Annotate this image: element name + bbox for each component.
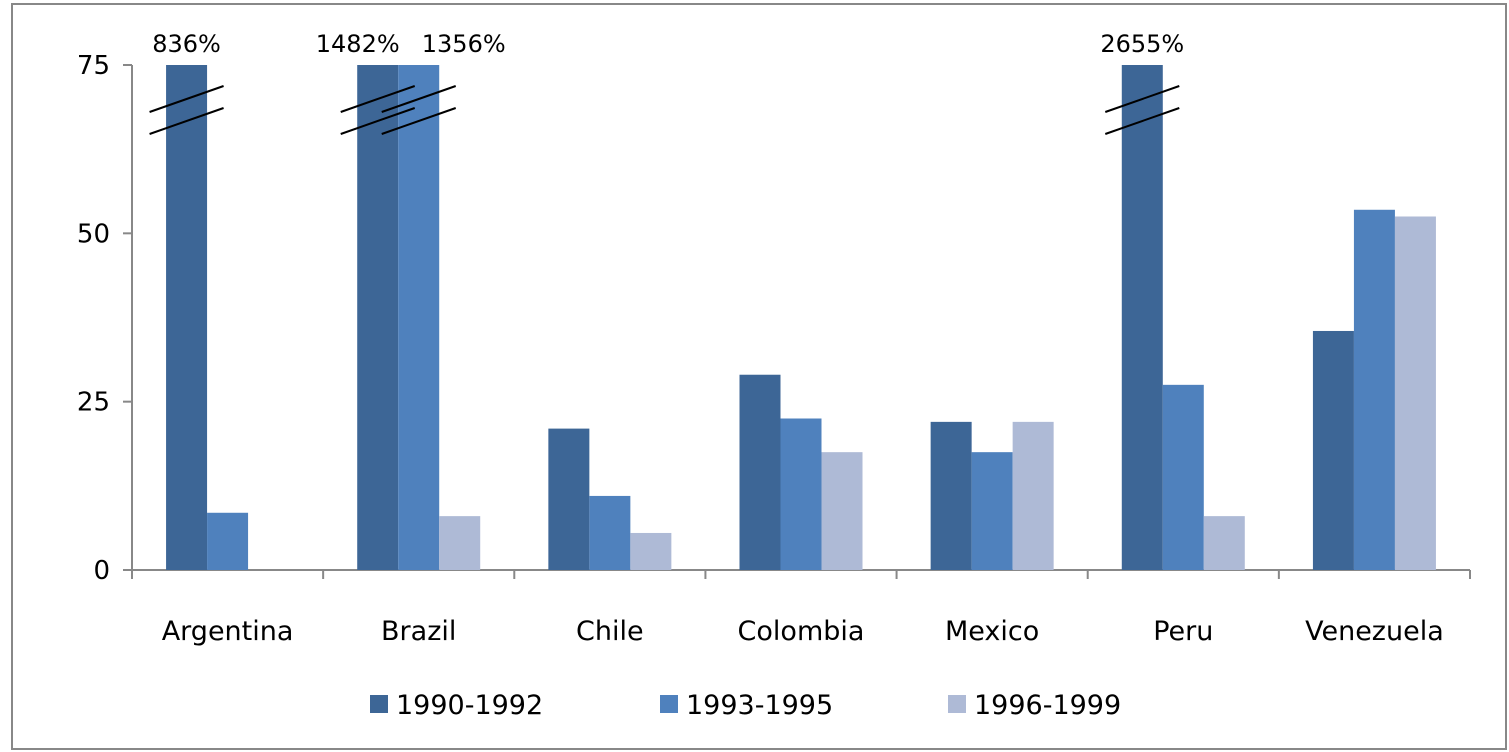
data-label: 1356% [422, 30, 506, 58]
bar [930, 421, 972, 570]
bar [1353, 209, 1395, 570]
bar [1121, 65, 1163, 570]
data-label: 836% [152, 30, 221, 58]
axis-break-mark [149, 107, 224, 135]
x-tick-label: Peru [1153, 616, 1213, 647]
data-label: 2655% [1100, 30, 1184, 58]
y-tick-label: 25 [77, 388, 110, 418]
legend-label: 1993-1995 [686, 690, 833, 721]
annotations: 836% 1482% 1356% 2655% [152, 30, 1184, 58]
tick-labels: 0 25 50 75 Argentina Brazil Chile Colombia Mexic… [77, 51, 1444, 647]
y-tick-label: 50 [77, 219, 110, 249]
x-tick-label: Brazil [381, 616, 456, 647]
axis-break-mark [381, 85, 457, 113]
bar [439, 516, 481, 570]
legend-swatch [660, 695, 678, 713]
bar [166, 65, 208, 570]
x-tick-label: Chile [576, 616, 644, 647]
y-tick-label: 0 [93, 556, 110, 586]
bar [398, 65, 440, 570]
bar [1312, 330, 1354, 570]
bar [207, 512, 249, 570]
axis-break-mark [340, 85, 416, 113]
legend: 1990-1992 1993-1995 1996-1999 [370, 690, 1121, 721]
axis-break-mark [381, 107, 457, 135]
axis-break-mark [340, 107, 416, 135]
x-tick-label: Venezuela [1305, 616, 1444, 647]
bar [780, 418, 822, 570]
bar [971, 452, 1013, 570]
bar [1162, 384, 1204, 570]
bar [1394, 216, 1436, 570]
y-tick-label: 75 [77, 51, 110, 81]
axis-break-mark [1104, 107, 1180, 135]
bar [739, 374, 781, 570]
axis-breaks [149, 85, 1180, 135]
bar [589, 495, 631, 570]
x-tick-label: Argentina [162, 616, 294, 647]
bar [821, 452, 863, 570]
x-tick-label: Mexico [945, 616, 1039, 647]
bar [548, 428, 590, 570]
legend-swatch [948, 695, 966, 713]
bar [630, 532, 672, 570]
legend-label: 1996-1999 [974, 690, 1121, 721]
data-label: 1482% [316, 30, 400, 58]
bar [1203, 516, 1245, 570]
axis-break-mark [1104, 85, 1180, 113]
bar [1012, 421, 1054, 570]
legend-label: 1990-1992 [396, 690, 543, 721]
axis-break-mark [149, 85, 224, 113]
bars [166, 65, 1436, 570]
bar [357, 65, 399, 570]
legend-swatch [370, 695, 388, 713]
x-tick-label: Colombia [738, 616, 865, 647]
